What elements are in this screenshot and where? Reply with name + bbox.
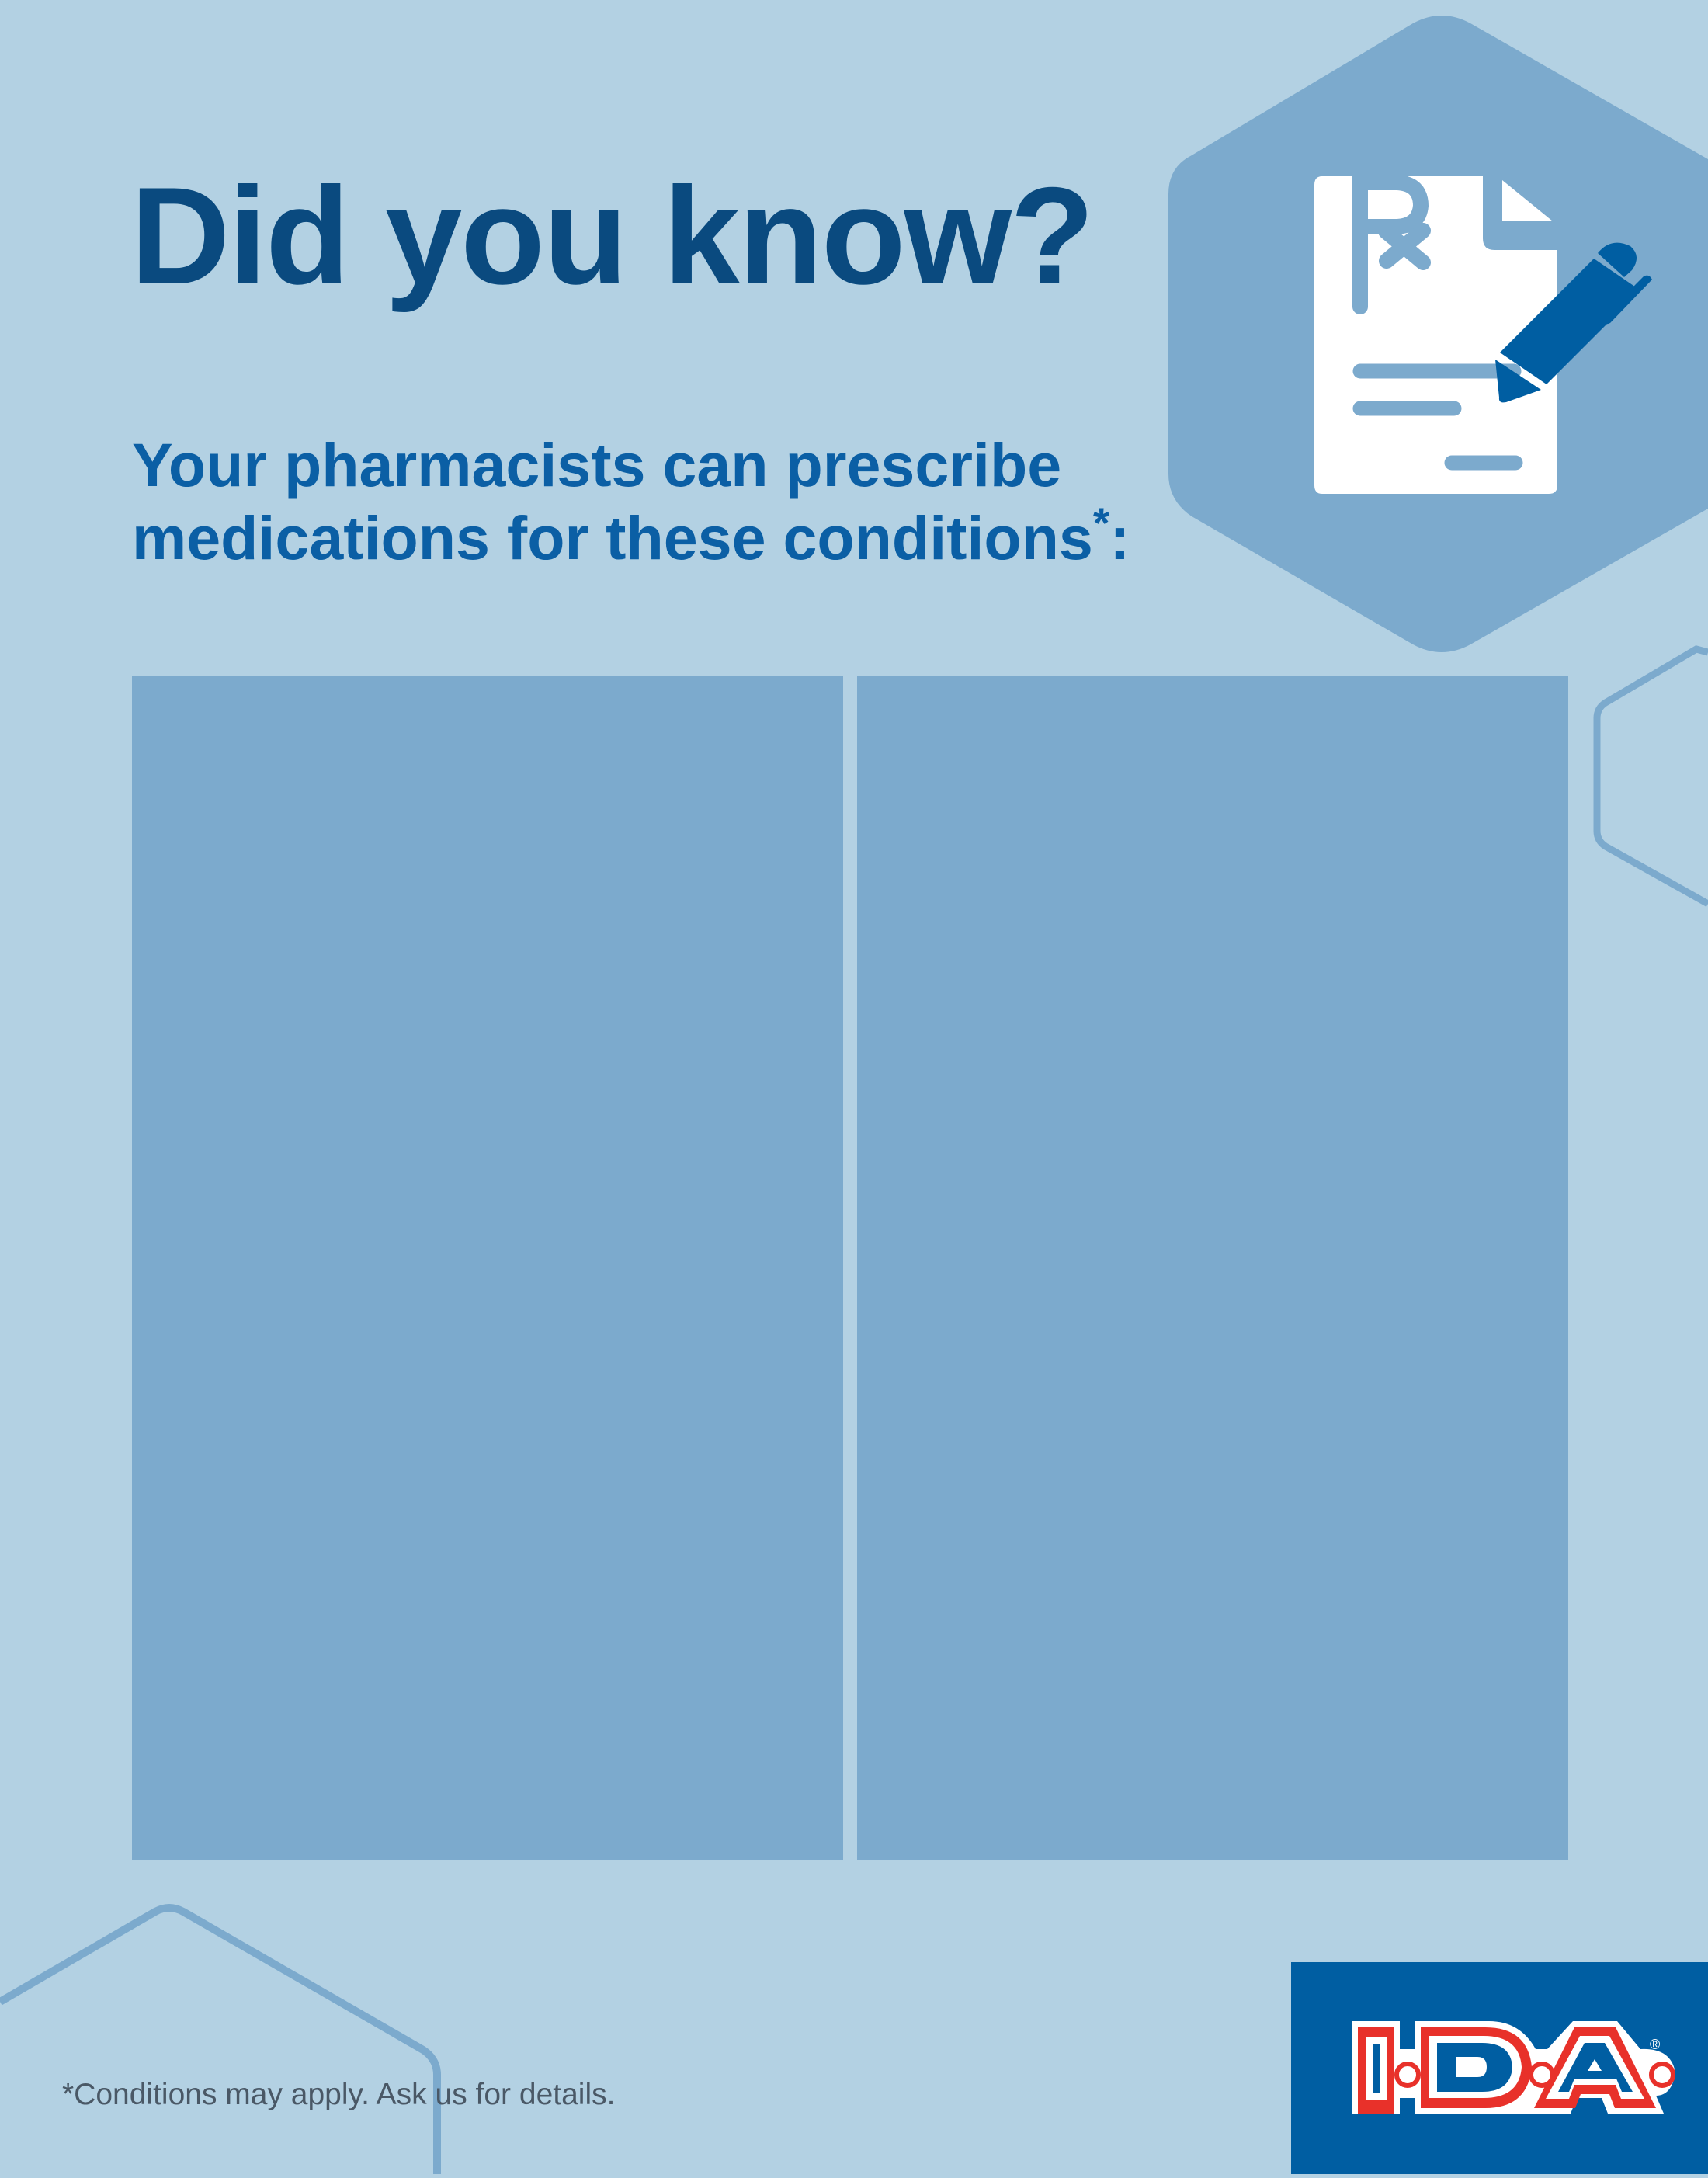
asterisk-mark: * [1092,498,1110,547]
subtitle-line-1: Your pharmacists can prescribe [132,430,1062,499]
subtitle-line-2: medications for these conditions [132,503,1093,572]
page-title: Did you know? [130,158,1095,313]
conditions-panel-right [857,676,1568,1860]
hexagon-outline-bottom-left [0,1904,441,2174]
registered-mark: ® [1650,2037,1660,2052]
prescription-document-pen-icon [1314,175,1652,494]
disclaimer-text: *Conditions may apply. Ask us for detail… [62,2078,616,2111]
ida-logo: ® [1291,1962,1708,2174]
page-subtitle: Your pharmacists can prescribe medicatio… [132,429,1219,575]
subtitle-colon: : [1109,503,1130,572]
hexagon-outline-right [1593,645,1708,907]
conditions-panel-left [132,676,843,1860]
ida-logo-mark: ® [1352,2021,1675,2114]
